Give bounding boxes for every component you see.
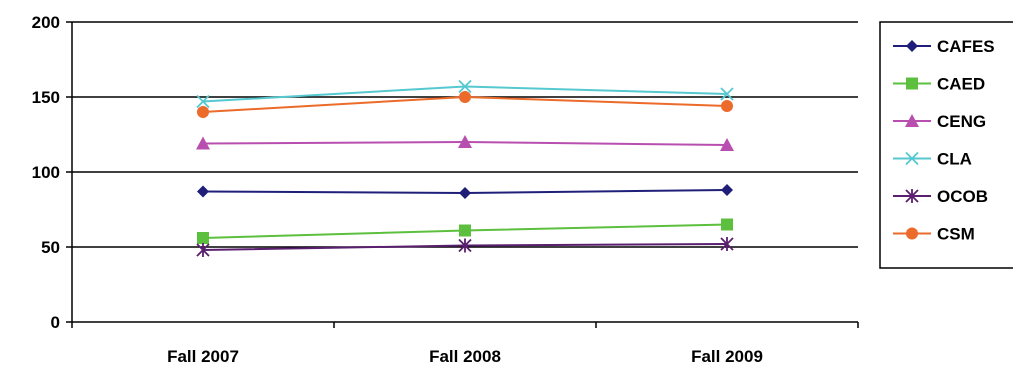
- legend-item-cla: CLA: [893, 150, 972, 169]
- data-point-ceng: [720, 138, 734, 151]
- legend: CAFES CAED CENG CLA OCOB CSM: [879, 21, 1013, 269]
- legend-label: OCOB: [937, 187, 988, 206]
- data-point-cafes: [197, 185, 209, 198]
- legend-label: CENG: [937, 112, 986, 131]
- legend-item-cafes: CAFES: [893, 37, 995, 56]
- series-csm: [197, 91, 733, 118]
- data-point-cla: [196, 94, 210, 109]
- x-tick-label: Fall 2008: [429, 347, 501, 366]
- data-point-cafes: [459, 187, 471, 199]
- data-point-caed: [721, 218, 733, 231]
- data-point-cla: [720, 87, 734, 101]
- series-cafes: [197, 184, 733, 199]
- x-axis-ticks: Fall 2007 Fall 2008 Fall 2009: [71, 322, 859, 366]
- data-point-caed: [459, 224, 471, 237]
- x-tick-label: Fall 2009: [691, 347, 763, 366]
- series-cla: [196, 79, 734, 109]
- legend-marker-ocob: [905, 189, 919, 203]
- legend-item-ceng: CENG: [893, 112, 986, 131]
- data-point-csm: [459, 91, 471, 103]
- data-point-cla: [458, 79, 472, 94]
- series-ocob: [196, 237, 734, 257]
- legend-marker-cafes: [906, 40, 918, 52]
- legend-label: CAFES: [937, 37, 995, 56]
- data-point-caed: [197, 232, 209, 244]
- legend-label: CAED: [937, 75, 985, 94]
- data-point-csm: [197, 106, 209, 118]
- y-axis-ticks: 0 50 100 150 200: [32, 13, 72, 332]
- data-point-ocob: [720, 237, 734, 251]
- series-caed: [197, 218, 733, 244]
- legend-item-csm: CSM: [893, 225, 975, 244]
- y-tick-label: 0: [51, 313, 60, 332]
- legend-marker-caed: [906, 77, 918, 90]
- data-point-ceng: [458, 135, 472, 148]
- series-group: [196, 79, 734, 257]
- y-tick-label: 150: [32, 88, 60, 107]
- data-point-cafes: [721, 184, 733, 196]
- legend-marker-ceng: [905, 114, 919, 127]
- y-tick-label: 200: [32, 13, 60, 32]
- data-point-csm: [721, 100, 733, 112]
- data-point-ocob: [458, 238, 472, 253]
- y-tick-label: 100: [32, 163, 60, 182]
- legend-marker-csm: [906, 227, 918, 240]
- legend-label: CLA: [937, 150, 972, 169]
- x-tick-label: Fall 2007: [167, 347, 239, 366]
- legend-item-caed: CAED: [893, 75, 985, 94]
- legend-box: [879, 21, 1013, 269]
- legend-item-ocob: OCOB: [893, 187, 988, 206]
- legend-marker-cla: [905, 151, 919, 166]
- legend-label: CSM: [937, 225, 975, 244]
- gridlines: [72, 21, 858, 248]
- series-ceng: [196, 135, 734, 151]
- data-point-ocob: [196, 243, 210, 257]
- data-point-ceng: [196, 136, 210, 150]
- y-tick-label: 50: [41, 238, 60, 257]
